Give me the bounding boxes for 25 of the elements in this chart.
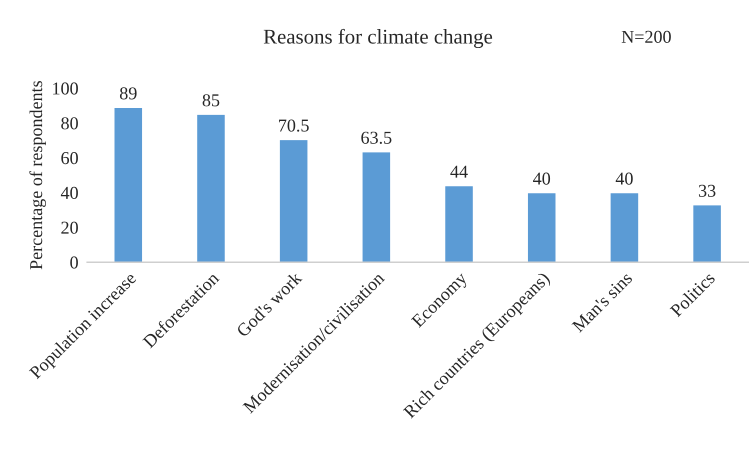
y-tick-label: 20 bbox=[61, 222, 78, 234]
data-label: 63.5 bbox=[361, 132, 392, 144]
y-tick-label: 60 bbox=[61, 152, 78, 164]
bar bbox=[526, 192, 557, 262]
data-label: 40 bbox=[533, 172, 550, 185]
data-label: 70.5 bbox=[279, 119, 309, 132]
y-tick-label: 0 bbox=[70, 256, 78, 269]
data-label: 40 bbox=[616, 172, 633, 185]
y-axis-title: Percentage of respondents bbox=[29, 81, 46, 270]
text: N=200 bbox=[622, 30, 671, 43]
bar bbox=[692, 204, 722, 262]
y-tick-label: 100 bbox=[53, 82, 78, 95]
bar bbox=[361, 150, 392, 262]
data-label: 85 bbox=[202, 94, 220, 106]
data-label: 33 bbox=[698, 184, 716, 197]
data-label: 89 bbox=[120, 87, 137, 100]
bar bbox=[278, 138, 309, 262]
chart-title: Reasons for climate change bbox=[264, 28, 492, 48]
bar bbox=[609, 192, 640, 262]
bar bbox=[444, 184, 474, 262]
bar bbox=[196, 114, 226, 262]
y-tick-label: 80 bbox=[61, 117, 78, 130]
y-tick-label: 40 bbox=[60, 186, 78, 199]
bar bbox=[113, 106, 144, 262]
data-label: 44 bbox=[450, 166, 468, 178]
